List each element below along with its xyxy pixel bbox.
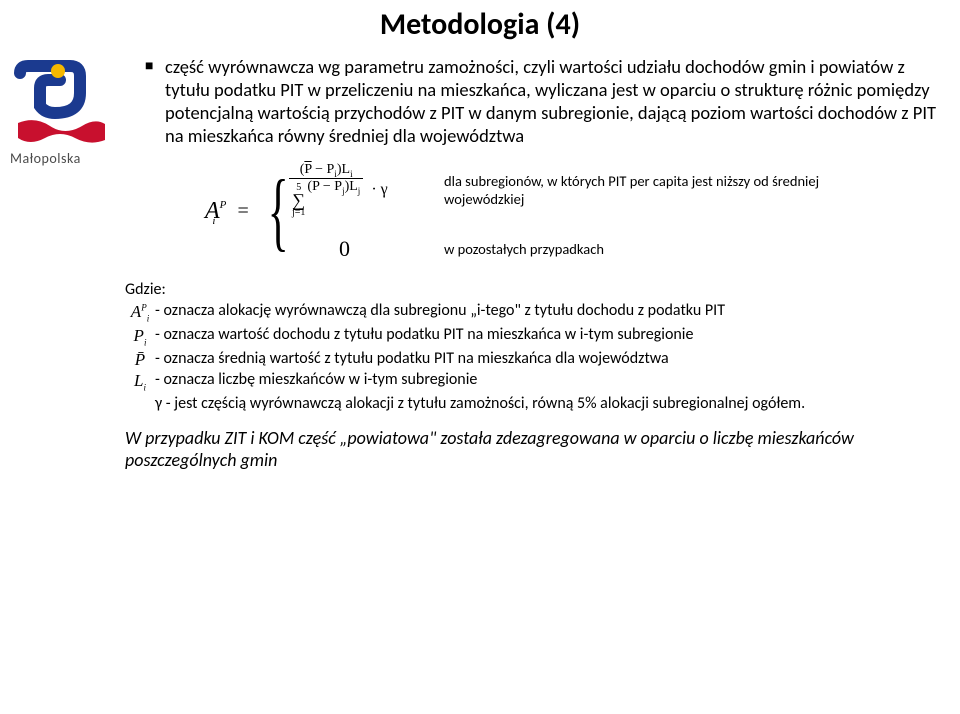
content-area: część wyrównawcza wg parametru zamożnośc…	[145, 55, 945, 472]
definitions: Gdzie: APi - oznacza alokację wyrównawcz…	[125, 280, 945, 414]
final-note: W przypadku ZIT i KOM część „powiatowa" …	[125, 427, 945, 472]
brace: {	[267, 172, 288, 252]
def-row: APi - oznacza alokację wyrównawczą dla s…	[125, 301, 945, 325]
malopolska-icon	[10, 58, 110, 148]
def-row: Pi - oznacza wartość dochodu z tytułu po…	[125, 325, 945, 349]
formula: APi = { (P − Pi)Li 5∑j=1(P − Pj)Lj · γ d…	[145, 162, 945, 263]
equals-sign: =	[237, 200, 248, 223]
case1-description: dla subregionów, w których PIT per capit…	[444, 172, 824, 208]
gamma-def: γ - jest częścią wyrównawczą alokacji z …	[125, 394, 945, 414]
logo-label: Małopolska	[10, 150, 115, 167]
bullet-text: część wyrównawcza wg parametru zamożnośc…	[145, 55, 945, 148]
page-title: Metodologia (4)	[0, 0, 960, 43]
case2-description: w pozostałych przypadkach	[444, 240, 824, 258]
def-row: Li - oznacza liczbę mieszkańców w i-tym …	[125, 370, 945, 394]
def-row: P̄ - oznacza średnią wartość z tytułu po…	[125, 349, 945, 371]
defs-header: Gdzie:	[125, 280, 945, 300]
formula-case-1: (P − Pi)Li 5∑j=1(P − Pj)Lj · γ dla subre…	[289, 162, 824, 219]
logo: Małopolska	[10, 58, 115, 167]
formula-lhs: APi	[205, 198, 229, 225]
formula-case-2: 0 w pozostałych przypadkach	[289, 236, 824, 262]
